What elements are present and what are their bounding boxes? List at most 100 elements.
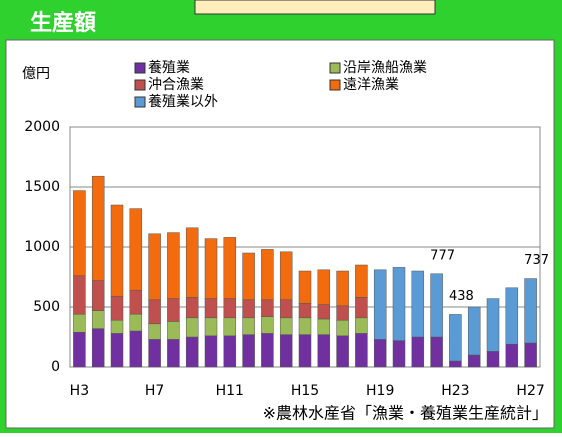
bar-segment [261, 333, 274, 368]
bar-segment [129, 330, 143, 368]
bar-segment [373, 339, 387, 368]
bar-segment [223, 237, 237, 299]
bar-segment [355, 297, 368, 319]
bar-segment [110, 295, 124, 321]
x-tick-label: H27 [516, 383, 544, 399]
bar-segment [148, 233, 161, 301]
bar-segment [185, 297, 199, 319]
bar-segment [355, 317, 368, 334]
bar-segment [279, 299, 293, 319]
bar-segment [129, 313, 143, 332]
legend-label: 遠洋漁業 [343, 77, 399, 93]
bar-segment [204, 317, 218, 337]
y-axis-label: 億円 [22, 66, 50, 82]
bar-segment [430, 273, 443, 338]
x-tick-label: H23 [441, 383, 469, 399]
bar-segment [317, 334, 331, 368]
y-tick-label: 500 [33, 299, 60, 315]
bar-segment [486, 351, 500, 368]
bar-segment [317, 269, 331, 305]
bar-segment [298, 317, 312, 335]
bar-segment [298, 303, 312, 319]
bar-segment [167, 232, 180, 299]
bar-segment [91, 310, 105, 329]
bar-segment [167, 339, 180, 368]
bar-segment [148, 339, 161, 368]
legend-swatch [134, 79, 146, 91]
bar-segment [73, 331, 86, 368]
legend-swatch [329, 62, 341, 74]
x-tick-label: H3 [70, 383, 89, 399]
bar-segment [261, 299, 274, 317]
bar-segment [261, 249, 274, 301]
total-label: 737 [524, 253, 549, 268]
bar-segment [129, 208, 143, 291]
bar-segment [261, 316, 274, 334]
y-tick-label: 1500 [24, 179, 60, 195]
legend-swatch [329, 79, 341, 91]
bar-segment [73, 190, 86, 277]
bar-segment [223, 335, 237, 368]
bar-segment [336, 335, 349, 368]
bar-segment [279, 334, 293, 368]
bar-segment [505, 287, 519, 345]
legend-swatch [134, 96, 146, 108]
legend-label: 沿岸漁船漁業 [343, 60, 427, 76]
legend-swatch [134, 62, 146, 74]
bar-segment [298, 270, 312, 304]
chart-title: 生産額 [30, 10, 96, 36]
legend-label: 沖合漁業 [148, 77, 204, 93]
bar-segment [110, 204, 124, 297]
bar-segment [91, 328, 105, 368]
legend-label: 養殖業 [148, 59, 190, 76]
bar-segment [336, 305, 349, 321]
bar-segment [355, 333, 368, 368]
x-tick-label: H19 [366, 383, 394, 399]
bar-segment [411, 270, 425, 338]
bar-segment [148, 299, 161, 325]
bar-segment [467, 306, 481, 356]
bar-segment [317, 304, 331, 320]
bar-segment [392, 267, 406, 341]
total-label: 438 [449, 289, 474, 304]
decoration [194, 0, 436, 15]
bar-segment [242, 252, 255, 301]
panel [5, 39, 555, 429]
bar-segment [449, 360, 462, 368]
bar-segment [148, 323, 161, 340]
bar-segment [373, 269, 387, 340]
bar-segment [242, 317, 255, 335]
bar-segment [204, 335, 218, 368]
source-note: ※農林水産省「漁業・養殖業生産統計」 [263, 404, 548, 423]
bar-segment [411, 336, 425, 368]
bar-segment [336, 319, 349, 337]
bar-segment [110, 319, 124, 334]
bar-segment [167, 321, 180, 340]
total-label: 777 [430, 248, 455, 263]
bar-segment [167, 298, 180, 322]
bar-segment [524, 278, 537, 344]
bar-segment [298, 334, 312, 368]
legend-label: 養殖業以外 [148, 93, 218, 110]
bar-segment [185, 317, 199, 338]
bar-segment [91, 175, 105, 281]
x-tick-label: H7 [145, 383, 164, 399]
bar-segment [355, 264, 368, 298]
bar-segment [392, 340, 406, 368]
bar-segment [467, 354, 481, 368]
bar-segment [242, 299, 255, 319]
bar-segment [242, 334, 255, 368]
bar-segment [91, 280, 105, 311]
y-tick-label: 1000 [24, 239, 60, 255]
bar-segment [505, 343, 519, 368]
bar-segment [524, 342, 537, 368]
bar-segment [449, 314, 462, 362]
bar-segment [336, 270, 349, 307]
bar-segment [129, 289, 143, 315]
bar-segment [185, 336, 199, 368]
bar-segment [317, 318, 331, 335]
y-tick-label: 0 [51, 359, 60, 375]
x-tick-label: H15 [291, 383, 319, 399]
y-tick-label: 2000 [24, 119, 60, 135]
